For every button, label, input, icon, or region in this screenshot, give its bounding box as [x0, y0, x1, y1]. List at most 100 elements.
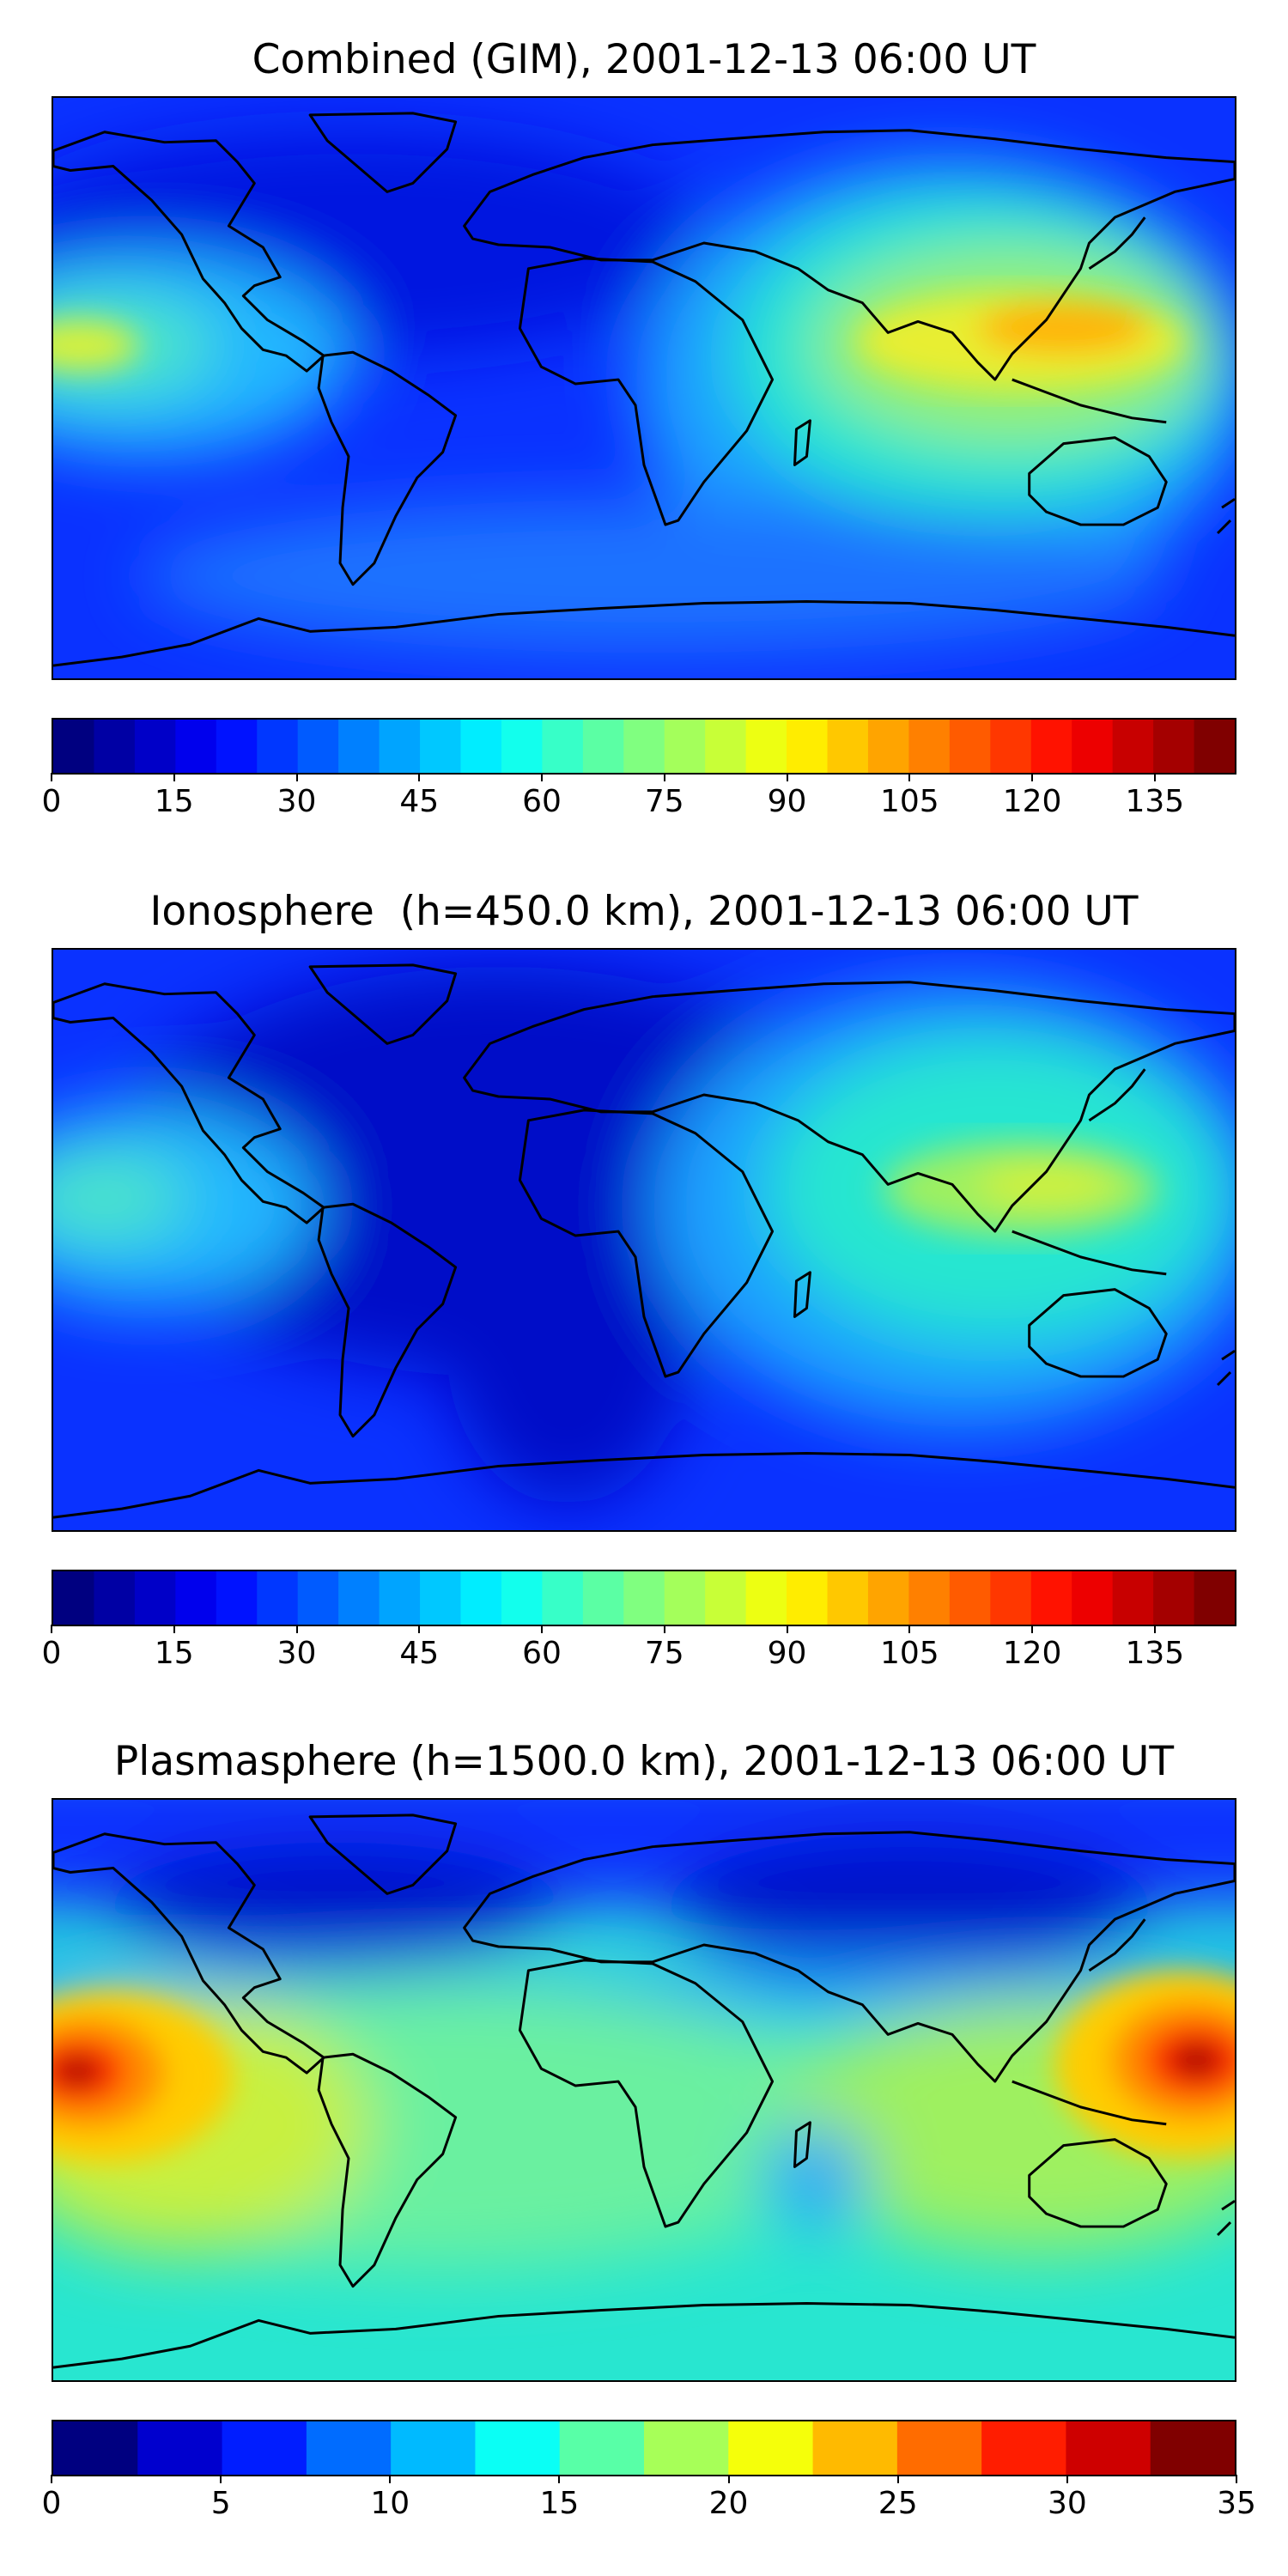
colorbar-swatch	[338, 720, 380, 773]
colorbar-swatch	[53, 2421, 138, 2475]
colorbar-tick-mark	[418, 773, 421, 781]
colorbar-tick-label: 0	[41, 784, 62, 819]
colorbar-swatch	[623, 720, 665, 773]
combined-map-svg	[53, 98, 1235, 678]
colorbar-swatch	[664, 1571, 706, 1625]
colorbar-tick-mark	[220, 2475, 222, 2483]
colorbar-tick-mark	[1153, 773, 1156, 781]
colorbar-tick-mark	[418, 1625, 421, 1633]
colorbar-tick-label: 45	[399, 1636, 440, 1671]
colorbar-swatch	[812, 2421, 898, 2475]
colorbar-swatch	[559, 2421, 645, 2475]
colorbar-tick-label: 35	[1217, 2486, 1256, 2521]
colorbar-swatch	[787, 1571, 829, 1625]
colorbar-swatch	[827, 720, 869, 773]
colorbar-swatch	[582, 720, 624, 773]
colorbar-tick-label: 135	[1125, 1636, 1185, 1671]
ionosphere-colorbar-swatches	[53, 1571, 1235, 1625]
colorbar-tick-mark	[1236, 2475, 1237, 2483]
colorbar-swatch	[896, 2421, 982, 2475]
colorbar-tick-mark	[908, 1625, 911, 1633]
colorbar-tick-label: 75	[644, 1636, 684, 1671]
colorbar-swatch	[582, 1571, 624, 1625]
colorbar-tick-label: 60	[522, 1636, 562, 1671]
colorbar-swatch	[175, 720, 217, 773]
colorbar-tick-label: 30	[276, 1636, 317, 1671]
colorbar-swatch	[827, 1571, 869, 1625]
panel-2-title: Ionosphere (h=450.0 km), 2001-12-13 06:0…	[149, 888, 1139, 935]
colorbar-swatch	[981, 2421, 1067, 2475]
colorbar-tick-mark	[51, 773, 52, 781]
colorbar-tick-label: 105	[879, 1636, 939, 1671]
plasmasphere-map	[52, 1798, 1236, 2382]
colorbar-tick-label: 30	[1047, 2486, 1087, 2521]
colorbar-swatch	[420, 1571, 462, 1625]
colorbar-tick-mark	[786, 1625, 788, 1633]
colorbar-tick-mark	[389, 2475, 392, 2483]
colorbar-swatch	[134, 720, 176, 773]
colorbar-tick-label: 25	[878, 2486, 918, 2521]
colorbar-swatch	[787, 720, 829, 773]
colorbar-tick-mark	[1153, 1625, 1156, 1633]
colorbar-swatch	[420, 720, 462, 773]
colorbar-tick-label: 10	[370, 2486, 410, 2521]
colorbar-tick-label: 0	[41, 1636, 62, 1671]
colorbar-tick-mark	[1031, 773, 1034, 781]
colorbar-swatch	[501, 1571, 543, 1625]
panel-3-title: Plasmasphere (h=1500.0 km), 2001-12-13 0…	[113, 1738, 1175, 1785]
colorbar-tick-label: 135	[1125, 784, 1185, 819]
colorbar-swatch	[94, 720, 136, 773]
colorbar-swatch	[908, 1571, 951, 1625]
colorbar-swatch	[1072, 1571, 1114, 1625]
colorbar-tick-label: 30	[276, 784, 317, 819]
colorbar-tick-label: 15	[154, 784, 194, 819]
colorbar-swatch	[216, 1571, 258, 1625]
colorbar-swatch	[664, 720, 706, 773]
colorbar-tick-mark	[908, 773, 911, 781]
colorbar-tick-label: 75	[644, 784, 684, 819]
colorbar-swatch	[1153, 720, 1195, 773]
colorbar-swatch	[990, 720, 1032, 773]
colorbar-swatch	[134, 1571, 176, 1625]
coastlines	[53, 963, 1235, 1519]
colorbar-swatch	[222, 2421, 307, 2475]
colorbar-swatch	[1194, 1571, 1235, 1625]
colorbar-swatch	[1072, 720, 1114, 773]
plasmasphere-map-svg	[53, 1800, 1235, 2380]
colorbar-tick-label: 90	[767, 784, 807, 819]
colorbar-swatch	[949, 1571, 991, 1625]
colorbar-tick-mark	[896, 2475, 899, 2483]
combined-gim-map	[52, 96, 1236, 680]
coastlines	[53, 1814, 1235, 2369]
colorbar-swatch	[53, 1571, 95, 1625]
combined-colorbar	[52, 718, 1236, 775]
colorbar-tick-label: 15	[539, 2486, 580, 2521]
ionosphere-colorbar	[52, 1570, 1236, 1626]
colorbar-swatch	[257, 1571, 299, 1625]
colorbar-tick-mark	[1031, 1625, 1034, 1633]
colorbar-tick-label: 120	[1002, 1636, 1062, 1671]
colorbar-swatch	[391, 2421, 477, 2475]
colorbar-tick-label: 120	[1002, 784, 1062, 819]
colorbar-swatch	[1112, 720, 1154, 773]
colorbar-tick-mark	[173, 773, 175, 781]
colorbar-tick-mark	[541, 773, 544, 781]
colorbar-swatch	[475, 2421, 561, 2475]
colorbar-swatch	[1030, 1571, 1072, 1625]
colorbar-swatch	[501, 720, 543, 773]
colorbar-swatch	[460, 1571, 502, 1625]
colorbar-swatch	[1030, 720, 1072, 773]
colorbar-tick-mark	[295, 1625, 298, 1633]
colorbar-tick-mark	[51, 1625, 52, 1633]
colorbar-swatch	[175, 1571, 217, 1625]
colorbar-tick-mark	[541, 1625, 544, 1633]
colorbar-swatch	[1112, 1571, 1154, 1625]
plasmasphere-colorbar-swatches	[53, 2421, 1235, 2475]
colorbar-swatch	[94, 1571, 136, 1625]
panel-1-title: Combined (GIM), 2001-12-13 06:00 UT	[252, 36, 1036, 83]
colorbar-tick-mark	[295, 773, 298, 781]
colorbar-swatch	[1150, 2421, 1235, 2475]
colorbar-swatch	[216, 720, 258, 773]
colorbar-swatch	[53, 720, 95, 773]
colorbar-tick-label: 90	[767, 1636, 807, 1671]
